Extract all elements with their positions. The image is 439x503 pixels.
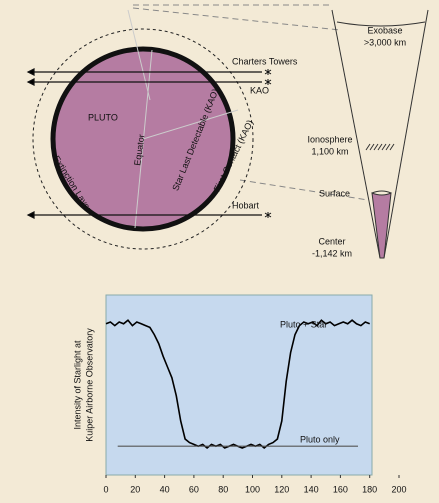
x-tick-label: 0	[103, 484, 108, 494]
arrows	[26, 68, 262, 219]
ionosphere-label: 1,100 km	[311, 146, 348, 156]
x-tick-label: 40	[160, 484, 170, 494]
x-tick-label: 140	[304, 484, 319, 494]
y-axis-label: Kuiper Airborne Observatory	[84, 328, 94, 442]
guide-line	[132, 7, 341, 31]
sightline	[142, 109, 239, 140]
sightline	[127, 9, 151, 101]
surface-label: Surface	[319, 188, 350, 198]
station-label: KAO	[250, 85, 269, 95]
exobase-label: >3,000 km	[364, 37, 406, 47]
cone	[331, 9, 429, 259]
station-label: Charters Towers	[232, 56, 298, 66]
extinction-circle	[32, 28, 254, 250]
series-annotation: Pluto + Star	[280, 319, 327, 329]
center-label: -1,142 km	[312, 248, 352, 258]
equator-label: Equator	[132, 134, 146, 167]
x-tick-label: 20	[130, 484, 140, 494]
x-tick-label: 60	[189, 484, 199, 494]
x-tick-label: 200	[391, 484, 406, 494]
y-axis-label: Intensity of Starlight at	[72, 340, 82, 430]
star-markers	[264, 69, 272, 218]
plot-area	[105, 294, 373, 476]
exobase-label: Exobase	[367, 25, 402, 35]
center-label: Center	[318, 236, 345, 246]
diagram: Charters Towers KAO Hobart PLUTO Equator…	[26, 4, 429, 259]
x-tick-label: 120	[274, 484, 289, 494]
series-annotation: Pluto only	[300, 434, 340, 444]
guide-line	[239, 179, 369, 201]
x-tick-label: 180	[362, 484, 377, 494]
x-tick-label: 100	[245, 484, 260, 494]
x-tick-label: 80	[218, 484, 228, 494]
planet-label: PLUTO	[88, 112, 118, 122]
ionosphere-label: Ionosphere	[307, 134, 352, 144]
x-tick-label: 160	[333, 484, 348, 494]
station-label: Hobart	[232, 200, 260, 210]
